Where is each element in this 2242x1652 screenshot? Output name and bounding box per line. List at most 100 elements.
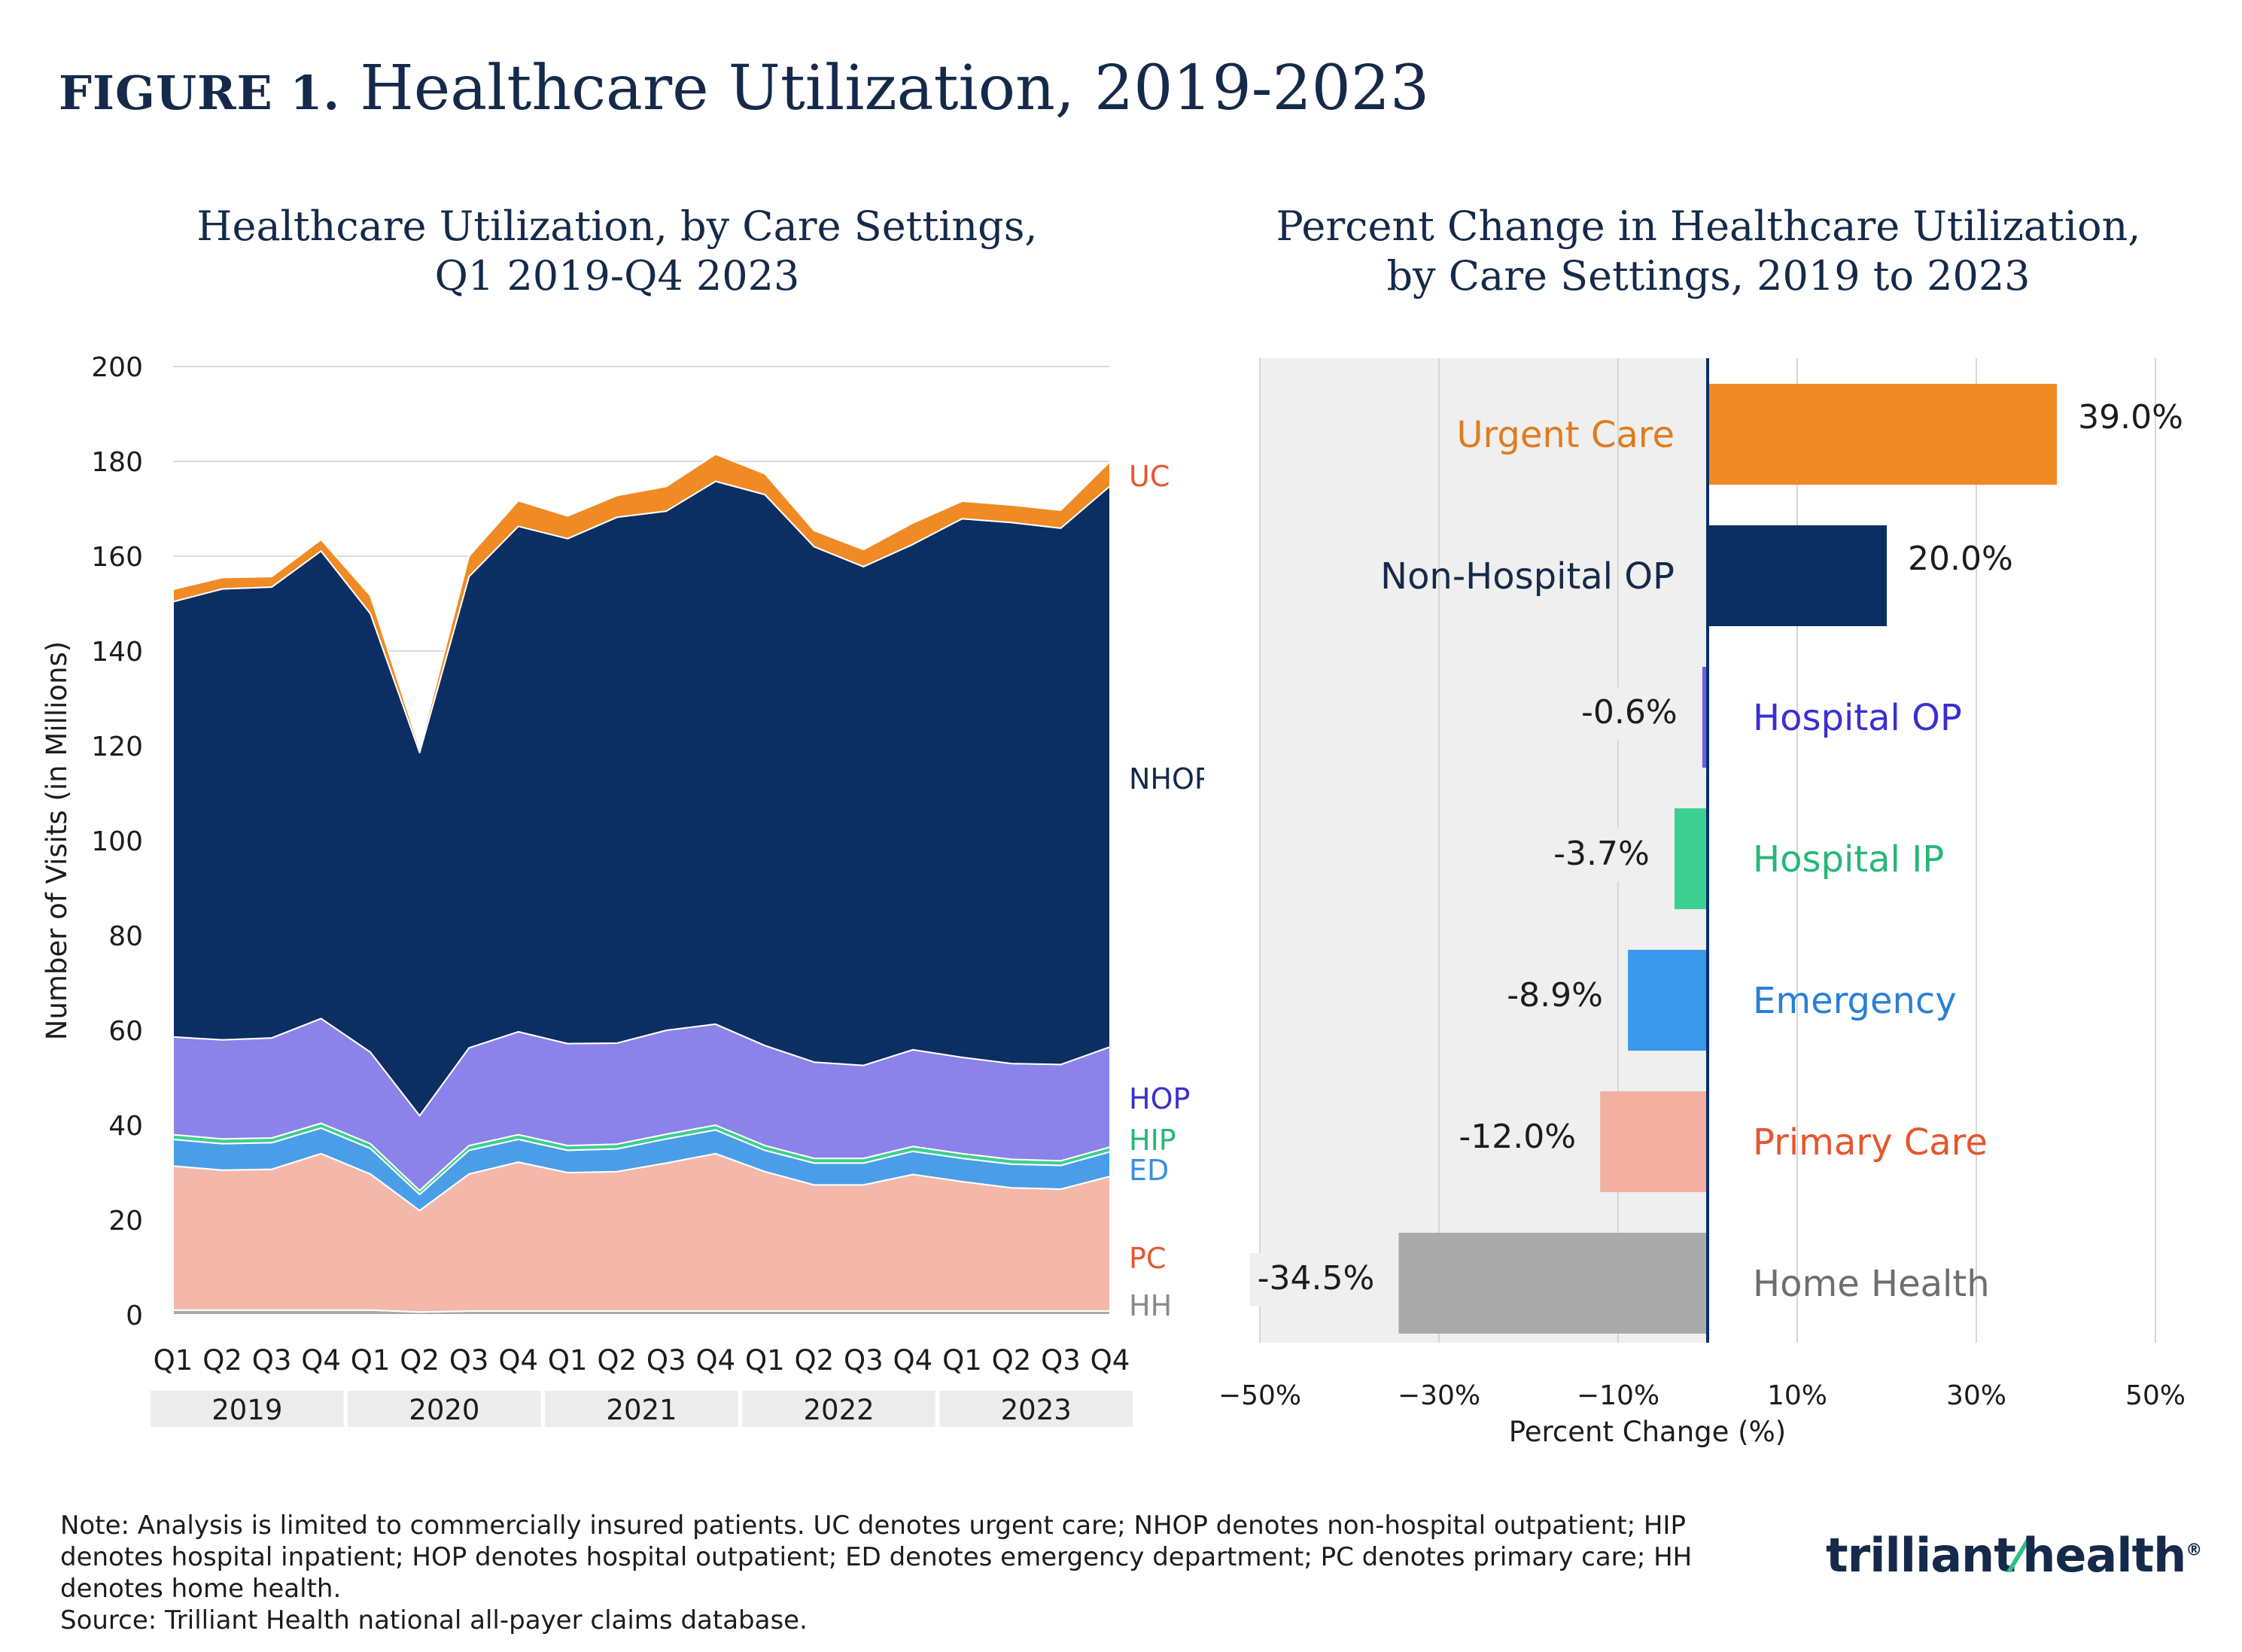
- y-tick-label: 60: [108, 1016, 143, 1047]
- year-band: [151, 1391, 344, 1427]
- bar-emergency: [1628, 950, 1708, 1051]
- x-tick-label: Q1: [154, 1344, 193, 1377]
- x-tick-label: −10%: [1577, 1380, 1659, 1411]
- stacked-area-chart: 0 20 40 60 80 100 120 140 160 180 200 UC NHOP HOP HIPE…: [41, 352, 1204, 1427]
- x-tick-label: 30%: [1946, 1380, 2006, 1411]
- logo-text-part-2: health: [2022, 1528, 2186, 1583]
- x-tick-label: Q2: [202, 1344, 242, 1377]
- category-label: Urgent Care: [1456, 414, 1675, 456]
- percent-change-bar-chart: −50% −30% −10% 10% 30% 50% Percent Change (%) U…: [1218, 358, 2186, 1448]
- bar-primary-care: [1600, 1091, 1708, 1192]
- value-label-background: [1572, 687, 1686, 740]
- y-tick-label: 160: [91, 542, 143, 573]
- logo-swoosh-icon: ⁄: [2015, 1528, 2023, 1583]
- right-chart-title-line-1: Percent Change in Healthcare Utilization…: [1276, 202, 2141, 250]
- x-tick-label: −50%: [1218, 1380, 1301, 1411]
- category-label: Non-Hospital OP: [1380, 555, 1675, 598]
- y-tick-label: 0: [126, 1301, 143, 1331]
- x-tick-label: Q4: [498, 1344, 538, 1377]
- value-label: -12.0%: [1459, 1118, 1576, 1156]
- value-label-background: [1249, 1253, 1383, 1306]
- bar-home-health: [1398, 1233, 1708, 1334]
- x-tick-label: Q1: [745, 1344, 785, 1377]
- value-label: -3.7%: [1553, 835, 1650, 873]
- y-tick-label: 40: [108, 1111, 143, 1142]
- y-tick-label: 140: [91, 637, 143, 668]
- bar-non-hospital-op: [1708, 525, 1887, 626]
- end-label-pc: PC: [1129, 1242, 1166, 1275]
- end-label-uc: UC: [1129, 460, 1170, 493]
- y-tick-label: 120: [91, 732, 143, 762]
- logo-text-part-1: trilliant: [1826, 1528, 2016, 1583]
- value-label: 20.0%: [1908, 540, 2013, 578]
- value-label-background: [1498, 970, 1612, 1023]
- x-tick-label: Q1: [942, 1344, 982, 1377]
- year-band: [348, 1391, 541, 1427]
- bar-hospital-op: [1702, 667, 1708, 768]
- figure-label: FIGURE 1.: [59, 65, 341, 120]
- y-tick-label: 180: [91, 447, 143, 478]
- y-tick-label: 20: [108, 1206, 143, 1237]
- figure-title: FIGURE 1. Healthcare Utilization, 2019-2…: [59, 53, 1429, 124]
- x-axis-title: Percent Change (%): [1509, 1416, 1786, 1448]
- x-tick-label: 10%: [1767, 1380, 1827, 1411]
- x-tick-label: Q3: [844, 1344, 884, 1377]
- year-band: [545, 1391, 738, 1427]
- category-label: Primary Care: [1753, 1121, 1988, 1164]
- y-tick-label: 200: [91, 352, 143, 383]
- year-label: 2021: [606, 1394, 677, 1426]
- x-tick-label: Q4: [301, 1344, 341, 1377]
- x-tick-label: Q3: [1041, 1344, 1081, 1377]
- value-label-background: [1451, 1112, 1584, 1164]
- bar-hospital-ip: [1674, 808, 1708, 909]
- category-label: Hospital OP: [1753, 697, 1962, 739]
- note-line-1: Note: Analysis is limited to commerciall…: [60, 1511, 1686, 1541]
- x-tick-label: Q2: [795, 1344, 835, 1377]
- end-label-hip: HIP: [1129, 1124, 1176, 1157]
- note-line-2: denotes hospital inpatient; HOP denotes …: [60, 1542, 1693, 1572]
- x-tick-label: Q4: [695, 1344, 735, 1377]
- x-tick-label: Q1: [548, 1344, 588, 1377]
- category-label: Home Health: [1753, 1263, 1990, 1305]
- year-label: 2022: [804, 1394, 875, 1426]
- bar-urgent-care: [1708, 384, 2058, 485]
- x-tick-label: Q2: [992, 1344, 1032, 1377]
- right-chart-title: Percent Change in Healthcare Utilization…: [1204, 202, 2213, 301]
- x-tick-label: Q3: [646, 1344, 686, 1377]
- year-band: [742, 1391, 935, 1427]
- value-label: -34.5%: [1258, 1259, 1375, 1298]
- value-label: -0.6%: [1581, 693, 1678, 732]
- figure-title-text: Healthcare Utilization, 2019-2023: [360, 53, 1430, 124]
- right-chart-title-line-2: by Care Settings, 2019 to 2023: [1386, 252, 2031, 300]
- y-tick-label: 80: [108, 921, 143, 952]
- left-chart-title-line-2: Q1 2019-Q4 2023: [434, 252, 800, 300]
- x-tick-label: Q3: [449, 1344, 489, 1377]
- x-tick-label: Q3: [252, 1344, 292, 1377]
- year-band: [939, 1391, 1133, 1427]
- end-label-nhop: NHOP: [1129, 762, 1204, 796]
- note-line-3: denotes home health.: [60, 1574, 342, 1604]
- category-label: Hospital IP: [1753, 838, 1944, 881]
- x-tick-label: −30%: [1398, 1380, 1480, 1411]
- end-label-hh: HH: [1129, 1289, 1172, 1322]
- year-label: 2020: [409, 1394, 479, 1426]
- area-series-nhop: [172, 480, 1111, 1117]
- value-label-background: [1544, 829, 1658, 881]
- x-tick-label: Q1: [351, 1344, 391, 1377]
- x-tick-label: 50%: [2125, 1380, 2186, 1411]
- footnote: Note: Analysis is limited to commerciall…: [60, 1510, 1731, 1636]
- x-tick-label: Q4: [1091, 1344, 1130, 1377]
- year-label: 2023: [1001, 1394, 1072, 1426]
- x-tick-label: Q4: [893, 1344, 933, 1377]
- area-series-uc: [172, 453, 1111, 753]
- left-chart-title-line-1: Healthcare Utilization, by Care Settings…: [196, 202, 1038, 250]
- end-label-hop: HOP: [1129, 1082, 1190, 1115]
- y-tick-label: 100: [91, 826, 143, 857]
- logo-registered-mark: ®: [2186, 1541, 2202, 1560]
- source-line: Source: Trilliant Health national all-pa…: [60, 1605, 808, 1635]
- end-label-ed: ED: [1129, 1154, 1169, 1187]
- x-tick-label: Q2: [597, 1344, 637, 1377]
- value-label: 39.0%: [2078, 398, 2183, 437]
- trilliant-health-logo: trilliant⁄health®: [1826, 1528, 2202, 1583]
